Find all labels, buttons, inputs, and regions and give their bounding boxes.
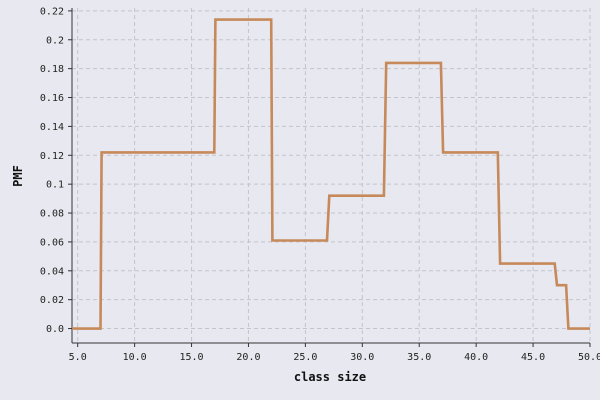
x-tick-label: 50.0 (578, 352, 600, 363)
y-tick-label: 0.1 (46, 180, 64, 191)
x-tick-label: 45.0 (521, 352, 545, 363)
x-tick-label: 25.0 (293, 352, 317, 363)
y-tick-label: 0.0 (46, 324, 64, 335)
y-tick-label: 0.08 (40, 209, 64, 220)
y-tick-label: 0.06 (40, 237, 64, 248)
y-tick-label: 0.18 (40, 64, 64, 75)
tick-labels: 5.0 10.0 15.0 20.0 25.0 30.0 35.0 40.0 45.0 50.0 0… (40, 6, 600, 363)
x-tick-label: 40.0 (464, 352, 488, 363)
y-tick-label: 0.22 (40, 6, 64, 17)
x-tick-label: 35.0 (407, 352, 431, 363)
x-tick-label: 30.0 (350, 352, 374, 363)
x-tick-label: 15.0 (179, 352, 203, 363)
plot-area (72, 8, 590, 343)
x-axis-title: class size (294, 370, 366, 384)
y-axis-title: PMF (11, 165, 25, 187)
y-tick-label: 0.02 (40, 295, 64, 306)
x-tick-label: 5.0 (69, 352, 87, 363)
axes (68, 8, 591, 347)
y-tick-label: 0.04 (40, 266, 64, 277)
y-tick-label: 0.14 (40, 122, 64, 133)
y-tick-label: 0.16 (40, 93, 64, 104)
y-tick-label: 0.2 (46, 35, 64, 46)
y-tick-label: 0.12 (40, 151, 64, 162)
series-line (72, 18, 590, 330)
grid (72, 8, 591, 343)
x-tick-label: 10.0 (123, 352, 147, 363)
series-layer (72, 18, 590, 330)
x-tick-label: 20.0 (236, 352, 260, 363)
